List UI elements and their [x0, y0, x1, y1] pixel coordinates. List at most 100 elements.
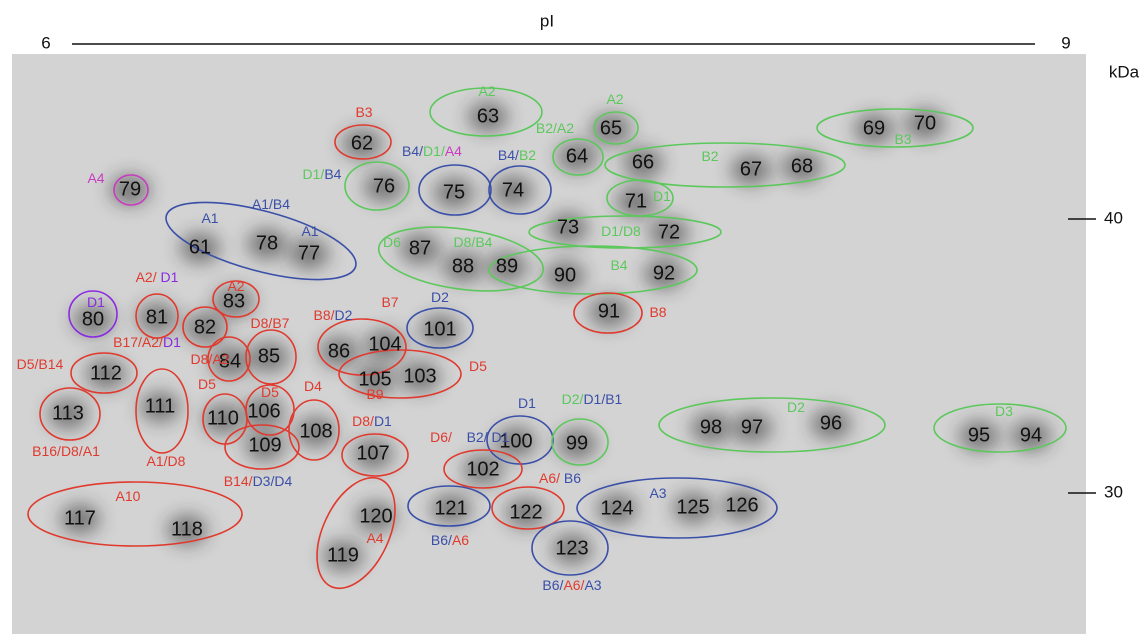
spot-number: 97 — [741, 416, 763, 438]
annotation: A4 — [87, 170, 104, 186]
annotation: B3 — [894, 131, 911, 147]
annotation: B2 — [701, 148, 718, 164]
annotation: A1 — [201, 210, 218, 226]
annotation-part: B6/ — [431, 532, 452, 548]
annotation-part: D8/A2 — [191, 351, 230, 367]
annotation-part: D1 — [518, 395, 536, 411]
spot-number: 101 — [423, 318, 456, 340]
annotation-part: D3/D4 — [253, 473, 293, 489]
annotation-part: B2/ D1 — [467, 429, 510, 445]
annotation: A2 — [606, 91, 623, 107]
annotation-part: B4/ — [498, 147, 519, 163]
spot-number: 108 — [299, 420, 332, 442]
annotation-part: D6 — [383, 234, 401, 250]
annotation: D1/D8 — [601, 223, 641, 239]
annotation-part: A1/B4 — [252, 196, 290, 212]
annotation-part: D8/B4 — [454, 234, 493, 250]
spot-number: 65 — [600, 117, 622, 139]
annotation-part: A2/ — [136, 269, 161, 285]
annotation-part: D4 — [304, 378, 322, 394]
kda-mark: 30 — [1104, 482, 1123, 501]
annotation-part: A4 — [87, 170, 104, 186]
annotation-part: D2 — [431, 289, 449, 305]
spot-number: 75 — [443, 181, 465, 203]
spot-number: 117 — [64, 507, 96, 529]
spot-number: 80 — [82, 308, 104, 330]
spot-number: 123 — [555, 537, 588, 559]
annotation: A4 — [366, 530, 383, 546]
annotation-part: D2/ — [562, 391, 584, 407]
gel-figure: pI 6 9 kDa 40 30 63626564697066676879767… — [0, 0, 1148, 634]
spot-number: 87 — [409, 237, 431, 259]
spot-number: 90 — [554, 264, 576, 286]
annotation-part: D1/B1 — [583, 391, 622, 407]
annotation: A3 — [649, 485, 666, 501]
annotation: D5 — [198, 376, 216, 392]
kda-mark: 40 — [1104, 208, 1123, 227]
spot-number: 67 — [740, 158, 762, 180]
annotation-part: B3 — [894, 131, 911, 147]
pi-title: pI — [540, 11, 554, 30]
annotation-part: B8/ — [314, 307, 335, 323]
annotation: A2/ D1 — [136, 269, 179, 285]
annotation-part: B16/D8/A1 — [32, 443, 100, 459]
spot-number: 99 — [566, 432, 588, 454]
spot-number: 109 — [248, 434, 281, 456]
annotation: D1 — [653, 188, 671, 204]
annotation-part: D2 — [787, 399, 805, 415]
annotation: D2 — [431, 289, 449, 305]
annotation: D5 — [469, 358, 487, 374]
annotation: D5/B14 — [17, 356, 64, 372]
annotation: B4 — [610, 257, 627, 273]
annotation-part: D5 — [261, 384, 279, 400]
spot-number: 73 — [557, 216, 579, 238]
annotation: A6/ B6 — [539, 470, 581, 486]
annotation-part: D5 — [469, 358, 487, 374]
annotation-part: A2 — [227, 278, 244, 294]
annotation: B14/D3/D4 — [224, 473, 293, 489]
spot-number: 104 — [368, 333, 401, 355]
annotation: D8/B7 — [251, 315, 290, 331]
spot-number: 94 — [1020, 424, 1042, 446]
annotation-part: A4 — [445, 143, 462, 159]
spot-number: 64 — [566, 145, 588, 167]
annotation-part: A4 — [366, 530, 383, 546]
spot-number: 70 — [914, 112, 936, 134]
spot-number: 96 — [820, 412, 842, 434]
spot-number: 107 — [356, 442, 389, 464]
annotation-part: A6 — [452, 532, 469, 548]
annotation-part: A1 — [201, 210, 218, 226]
spot-number: 124 — [600, 497, 633, 519]
annotation-part: B2 — [701, 148, 718, 164]
spot-number: 91 — [598, 300, 620, 322]
annotation: A10 — [116, 488, 141, 504]
spot-number: 77 — [298, 242, 320, 264]
annotation-part: D1 — [653, 188, 671, 204]
annotation-part: B2/A2 — [536, 120, 574, 136]
annotation-part: B8 — [649, 304, 666, 320]
spot-number: 125 — [676, 496, 709, 518]
spot-number: 122 — [509, 501, 542, 523]
annotation-part: D1 — [374, 413, 392, 429]
annotation-part: B6/ — [542, 577, 563, 593]
spot-number: 121 — [434, 497, 467, 519]
annotation-part: A2 — [478, 83, 495, 99]
annotation-part: B4/ — [402, 143, 423, 159]
annotation: D8/A2 — [191, 351, 230, 367]
annotation-part: A6/ — [539, 470, 564, 486]
annotation: B2/A2 — [536, 120, 574, 136]
annotation-part: D5/B14 — [17, 356, 64, 372]
spot-number: 106 — [247, 400, 280, 422]
annotation-part: A3 — [584, 577, 601, 593]
annotation: A2 — [478, 83, 495, 99]
spot-number: 113 — [52, 402, 84, 424]
annotation-part: D1 — [87, 294, 105, 310]
annotation: D2/D1/B1 — [562, 391, 623, 407]
spot-number: 72 — [658, 221, 680, 243]
spot-number: 88 — [452, 255, 474, 277]
annotation: D4 — [304, 378, 322, 394]
annotation-part: A6/ — [563, 577, 584, 593]
spot-number: 68 — [791, 155, 813, 177]
spot-number: 71 — [625, 190, 647, 212]
spot-number: 86 — [328, 340, 350, 362]
